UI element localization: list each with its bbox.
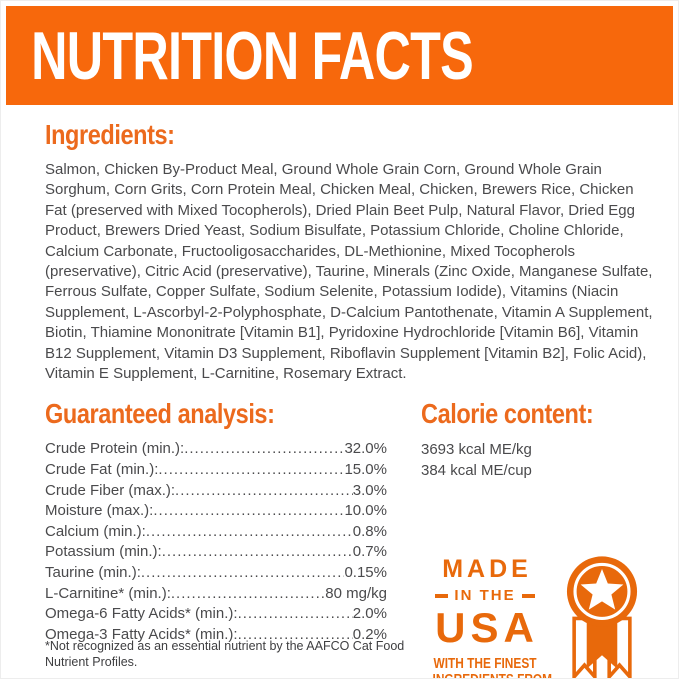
analysis-label: Crude Fat (min.): (45, 461, 159, 479)
calorie-per-kg: 3693 kcal ME/kg (421, 441, 532, 459)
dot-leader (175, 481, 353, 502)
footnote: *Not recognized as an essential nutrient… (45, 639, 405, 669)
analysis-label: Taurine (min.): (45, 564, 141, 582)
ingredients-heading: Ingredients: (45, 119, 175, 150)
analysis-row: Crude Fiber (max.): 3.0% (45, 481, 387, 502)
tagline-2: INGREDIENTS FROM (433, 672, 553, 678)
analysis-label: Crude Protein (min.): (45, 440, 185, 458)
dash-right (521, 593, 535, 598)
lower-columns: Guaranteed analysis: Crude Protein (min.… (45, 398, 647, 678)
award-ribbon-star-icon (566, 556, 638, 678)
analysis-row: L-Carnitine* (min.): 80 mg/kg (45, 584, 387, 605)
header-band: NUTRITION FACTS (6, 6, 673, 105)
dash-left (435, 593, 449, 598)
analysis-label: Crude Fiber (max.): (45, 481, 176, 499)
analysis-value: 3.0% (352, 481, 387, 499)
analysis-value: 32.0% (344, 440, 387, 458)
label-content: Ingredients: Salmon, Chicken By-Product … (1, 105, 678, 678)
in-the-text: IN THE (454, 587, 516, 605)
usa-label: USA (435, 604, 539, 652)
ingredients-section: Ingredients: Salmon, Chicken By-Product … (45, 119, 653, 384)
analysis-row: Crude Protein (min.): 32.0% (45, 439, 387, 460)
analysis-value: 80 mg/kg (325, 584, 387, 602)
analysis-label: Calcium (min.): (45, 522, 146, 540)
analysis-value: 0.15% (344, 564, 387, 582)
analysis-row: Taurine (min.): 0.15% (45, 563, 387, 584)
dot-leader (146, 522, 353, 543)
dot-leader (141, 563, 345, 584)
dot-leader (238, 604, 353, 625)
guaranteed-analysis-section: Guaranteed analysis: Crude Protein (min.… (45, 398, 387, 678)
analysis-value: 2.0% (352, 605, 387, 623)
dot-leader (158, 460, 344, 481)
ingredients-text: Salmon, Chicken By-Product Meal, Ground … (45, 161, 653, 383)
analysis-row: Omega-6 Fatty Acids* (min.): 2.0% (45, 604, 387, 625)
page-title: NUTRITION FACTS (31, 17, 473, 94)
analysis-value: 0.2% (352, 625, 387, 643)
analysis-label: Moisture (max.): (45, 502, 154, 520)
analysis-row: Crude Fat (min.): 15.0% (45, 460, 387, 481)
analysis-row: Calcium (min.): 0.8% (45, 522, 387, 543)
analysis-label: L-Carnitine* (min.): (45, 584, 171, 602)
analysis-row: Potassium (min.): 0.7% (45, 542, 387, 563)
dot-leader (153, 501, 344, 522)
dot-leader (171, 584, 325, 605)
analysis-value: 10.0% (344, 502, 387, 520)
analysis-value: 15.0% (344, 461, 387, 479)
dot-leader (184, 439, 344, 460)
analysis-label: Omega-6 Fatty Acids* (min.): (45, 605, 238, 623)
tagline-1: WITH THE FINEST (433, 656, 537, 673)
dot-leader (162, 542, 353, 563)
analysis-row: Moisture (max.): 10.0% (45, 501, 387, 522)
made-label: MADE (442, 555, 532, 584)
analysis-value: 0.8% (352, 522, 387, 540)
guaranteed-analysis-heading: Guaranteed analysis: (45, 398, 275, 430)
analysis-row: Omega-3 Fatty Acids* (min.): 0.2% (45, 625, 387, 646)
made-in-usa-badge: MADE IN THE USA WITH THE FINEST INGREDIE… (421, 551, 647, 678)
analysis-label: Potassium (min.): (45, 543, 162, 561)
analysis-value: 0.7% (352, 543, 387, 561)
analysis-label: Omega-3 Fatty Acids* (min.): (45, 625, 238, 643)
calorie-per-cup: 384 kcal ME/cup (421, 462, 532, 480)
calorie-content-heading: Calorie content: (421, 398, 594, 430)
made-in-usa-text: MADE IN THE USA WITH THE FINEST INGREDIE… (421, 555, 553, 678)
calorie-values: 3693 kcal ME/kg 384 kcal ME/cup (421, 439, 647, 481)
guaranteed-analysis-table: Crude Protein (min.): 32.0% Crude Fat (m… (45, 439, 387, 645)
calorie-content-section: Calorie content: 3693 kcal ME/kg 384 kca… (421, 398, 647, 678)
in-the-label: IN THE (421, 588, 549, 603)
